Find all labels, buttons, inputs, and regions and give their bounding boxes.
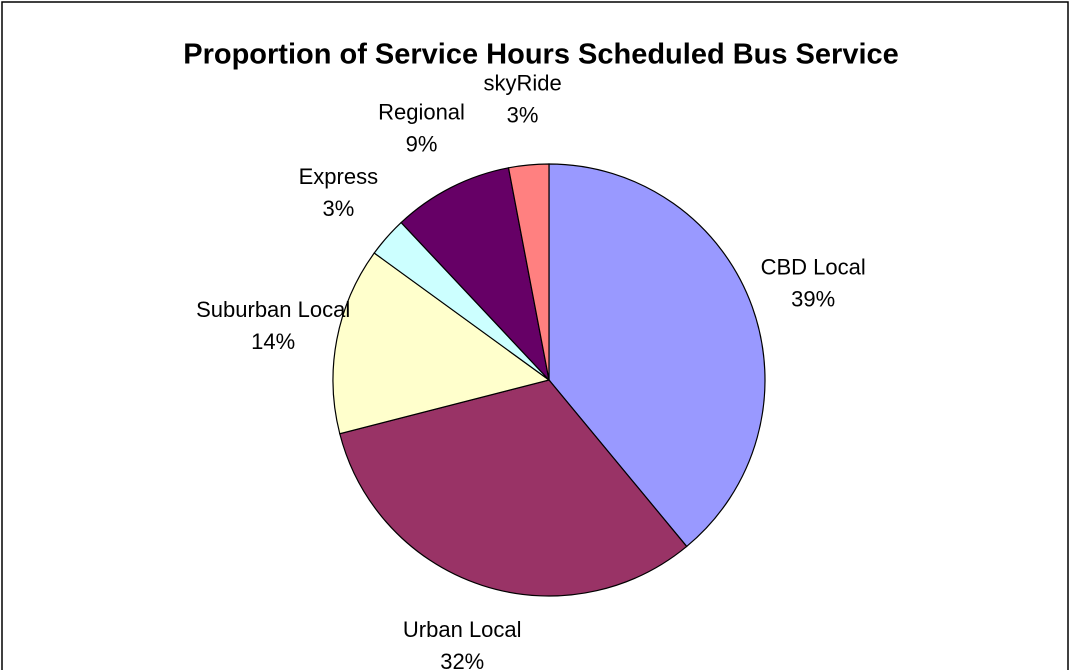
slice-value-label: 3% <box>507 102 539 127</box>
pie-slice <box>339 379 688 597</box>
slice-value-label: 3% <box>322 196 354 221</box>
slice-value-label: 14% <box>251 329 295 354</box>
slice-label: CBD Local <box>761 255 866 280</box>
slice-label: Express <box>299 164 378 189</box>
slice-label: Regional <box>378 100 465 125</box>
slice-value-label: 39% <box>791 287 835 312</box>
pie-slice <box>548 163 766 548</box>
slice-value-label: 9% <box>406 132 438 157</box>
pie-slice <box>400 167 550 382</box>
slice-label: Urban Local <box>403 617 522 642</box>
pie-slice <box>507 163 550 381</box>
chart-title: Proportion of Service Hours Scheduled Bu… <box>183 39 899 71</box>
slice-label: Suburban Local <box>196 297 350 322</box>
slice-value-label: 32% <box>440 649 484 670</box>
slice-label: skyRide <box>483 70 561 95</box>
pie-slice <box>332 252 551 435</box>
